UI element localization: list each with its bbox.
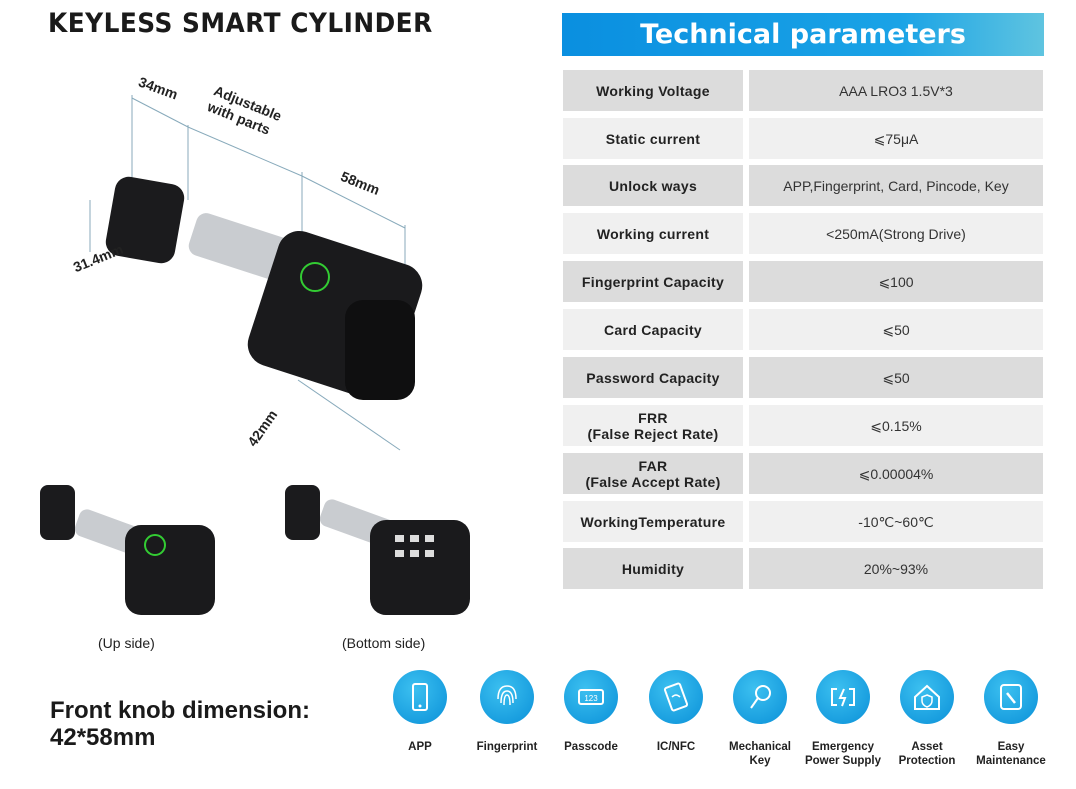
param-name: FRR (False Reject Rate)	[563, 405, 743, 446]
product-up-side-image	[40, 485, 215, 615]
param-value: <250mA(Strong Drive)	[749, 213, 1043, 254]
param-name: Unlock ways	[563, 165, 743, 206]
table-row: Fingerprint Capacity ⩽100	[563, 261, 1043, 302]
param-name-text: Working current	[596, 225, 710, 242]
param-name: Working Voltage	[563, 70, 743, 111]
param-name-text: Unlock ways	[608, 177, 698, 194]
key-icon	[733, 670, 787, 724]
param-value-text: ⩽0.15%	[870, 417, 922, 434]
param-name: Fingerprint Capacity	[563, 261, 743, 302]
param-value: 20%~93%	[749, 548, 1043, 589]
feature-label: Asset Protection	[898, 741, 956, 767]
param-value: ⩽50	[749, 309, 1043, 350]
svg-text:123: 123	[584, 694, 598, 703]
feature-item: Emergency Power Supply	[801, 670, 885, 768]
param-value-text: ⩽100	[878, 273, 914, 290]
house-shield-icon	[900, 670, 954, 724]
front-knob-line2: 42*58mm	[50, 724, 156, 751]
param-value: AAA LRO3 1.5V*3	[749, 70, 1043, 111]
table-row: FAR (False Accept Rate) ⩽0.00004%	[563, 453, 1043, 494]
param-name-text: Static current	[605, 130, 701, 147]
param-value: -10℃~60℃	[749, 501, 1043, 542]
param-value-text: <250mA(Strong Drive)	[826, 225, 966, 242]
nfc-card-icon	[649, 670, 703, 724]
table-row: WorkingTemperature -10℃~60℃	[563, 501, 1043, 542]
param-value: ⩽75μA	[749, 118, 1043, 159]
front-knob-line1: Front knob dimension:	[50, 697, 310, 724]
feature-label: IC/NFC	[656, 741, 696, 753]
param-value-text: APP,Fingerprint, Card, Pincode, Key	[783, 177, 1009, 194]
feature-label: Easy Maintenance	[976, 741, 1046, 767]
param-name-text: Working Voltage	[596, 82, 710, 99]
param-name-text: Password Capacity	[586, 369, 720, 386]
feature-label: Emergency Power Supply	[804, 741, 882, 767]
table-row: Unlock ways APP,Fingerprint, Card, Pincod…	[563, 165, 1043, 206]
param-value: ⩽0.15%	[749, 405, 1043, 446]
feature-label: Passcode	[564, 741, 618, 753]
keypad-icon: 123	[564, 670, 618, 724]
table-row: Working current <250mA(Strong Drive)	[563, 213, 1043, 254]
fingerprint-icon	[480, 670, 534, 724]
caption-up-side: (Up side)	[98, 635, 155, 651]
param-name: WorkingTemperature	[563, 501, 743, 542]
table-row: Working Voltage AAA LRO3 1.5V*3	[563, 70, 1043, 111]
param-value-text: -10℃~60℃	[858, 513, 934, 530]
feature-label: Fingerprint	[476, 741, 538, 753]
param-value-text: ⩽75μA	[873, 130, 919, 147]
feature-item: Easy Maintenance	[969, 670, 1053, 768]
param-name-text: WorkingTemperature	[580, 513, 726, 530]
param-name-text: Card Capacity	[603, 321, 703, 338]
feature-label: Mechanical Key	[729, 741, 791, 767]
param-value-text: ⩽50	[882, 321, 910, 338]
param-name-text: Humidity	[621, 560, 685, 577]
param-name-text: FAR (False Accept Rate)	[585, 457, 721, 490]
param-value: ⩽100	[749, 261, 1043, 302]
feature-item: IC/NFC	[634, 670, 718, 754]
param-value: ⩽0.00004%	[749, 453, 1043, 494]
table-row: Card Capacity ⩽50	[563, 309, 1043, 350]
param-value: APP,Fingerprint, Card, Pincode, Key	[749, 165, 1043, 206]
product-main-image	[89, 95, 423, 451]
table-row: Static current ⩽75μA	[563, 118, 1043, 159]
caption-bottom-side: (Bottom side)	[342, 635, 426, 651]
param-value-text: 20%~93%	[863, 560, 929, 577]
param-name-text: FRR (False Reject Rate)	[587, 409, 719, 442]
table-row: Password Capacity ⩽50	[563, 357, 1043, 398]
table-row: FRR (False Reject Rate) ⩽0.15%	[563, 405, 1043, 446]
feature-item: Mechanical Key	[718, 670, 802, 768]
product-bottom-side-image	[285, 485, 470, 615]
param-name: FAR (False Accept Rate)	[563, 453, 743, 494]
param-value-text: ⩽0.00004%	[858, 465, 934, 482]
feature-item: Asset Protection	[885, 670, 969, 768]
front-knob-dimension: Front knob dimension: 42*58mm	[50, 697, 310, 751]
param-name: Static current	[563, 118, 743, 159]
wrench-icon	[984, 670, 1038, 724]
table-row: Humidity 20%~93%	[563, 548, 1043, 589]
param-value-text: AAA LRO3 1.5V*3	[839, 82, 953, 99]
param-name: Humidity	[563, 548, 743, 589]
phone-icon	[393, 670, 447, 724]
param-name: Card Capacity	[563, 309, 743, 350]
feature-item: Fingerprint	[465, 670, 549, 754]
feature-label: APP	[408, 741, 432, 753]
param-value: ⩽50	[749, 357, 1043, 398]
param-name-text: Fingerprint Capacity	[581, 273, 725, 290]
param-name: Working current	[563, 213, 743, 254]
tech-params-title: Technical parameters	[562, 13, 1044, 56]
feature-item: 123 Passcode	[549, 670, 633, 754]
param-name: Password Capacity	[563, 357, 743, 398]
page-title: KEYLESS SMART CYLINDER	[48, 8, 433, 39]
feature-item: APP	[378, 670, 462, 754]
param-value-text: ⩽50	[882, 369, 910, 386]
battery-icon	[816, 670, 870, 724]
